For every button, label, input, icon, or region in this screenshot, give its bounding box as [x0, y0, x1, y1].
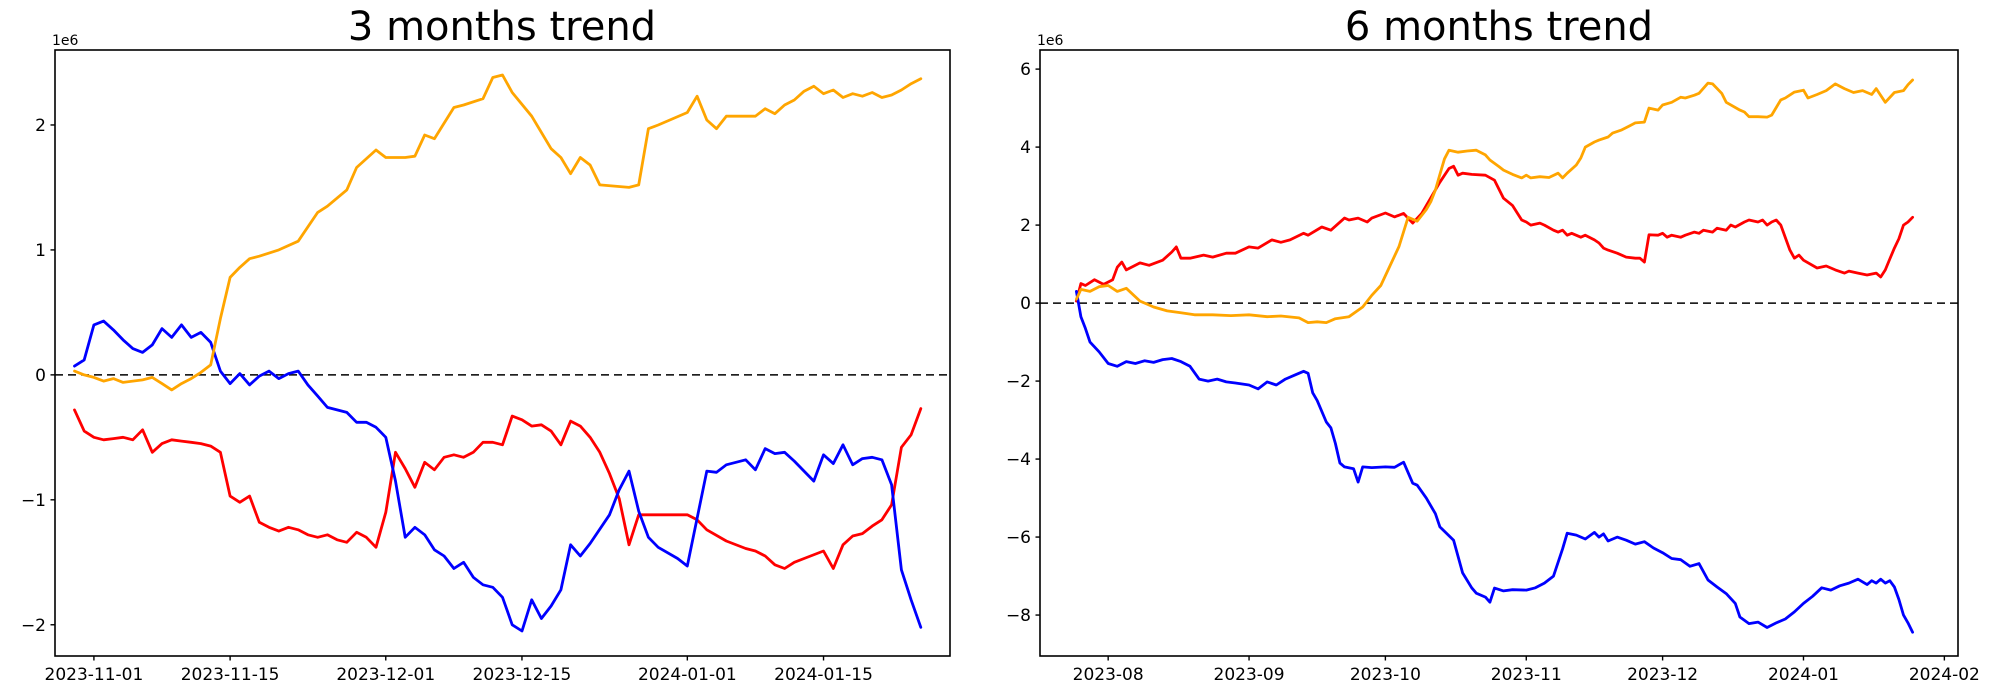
chart-3-months-trend: 3 months trend 1e6 2023-11-01 2023-11-15 2…	[21, 4, 951, 685]
x-tick-label: 2024-01-01	[638, 665, 737, 685]
y-tick-label: −2	[21, 616, 46, 636]
x-tick-label: 2023-11-15	[181, 665, 280, 685]
y-tick-label: −8	[1006, 606, 1031, 626]
red-series-line	[73, 407, 923, 570]
x-tick-label: 2023-12	[1627, 665, 1698, 685]
chart-title: 6 months trend	[1345, 4, 1653, 50]
y-tick-label: 0	[35, 366, 46, 386]
blue-series-line	[73, 319, 923, 633]
x-tick-label: 2024-02	[1909, 665, 1980, 685]
x-tick-label: 2023-11-01	[45, 665, 144, 685]
orange-series-line	[1075, 78, 1914, 325]
y-tick-label: −4	[1006, 450, 1031, 470]
x-tick-label: 2023-12-01	[336, 665, 435, 685]
orange-series-line	[73, 73, 923, 392]
x-tick-label: 2023-11	[1491, 665, 1562, 685]
plot-area: 2023-11-01 2023-11-15 2023-12-01 2023-12-15…	[21, 49, 951, 685]
red-series-line	[1075, 164, 1914, 303]
x-tick-label: 2023-09	[1214, 665, 1285, 685]
x-tick-label: 2024-01	[1768, 665, 1839, 685]
axes-spines	[54, 49, 951, 657]
y-tick-label: −6	[1006, 528, 1031, 548]
x-tick-label: 2024-01-15	[774, 665, 873, 685]
y-tick-label: 1	[35, 241, 46, 261]
plot-area: 2023-08 2023-09 2023-10 2023-11 2023-12 2024-…	[1006, 49, 1980, 685]
x-tick-label: 2023-12-15	[473, 665, 572, 685]
y-tick-label: 2	[35, 116, 46, 136]
y-tick-label: 2	[1020, 216, 1031, 236]
y-tick-label: −1	[21, 491, 46, 511]
chart-title: 3 months trend	[348, 4, 656, 50]
y-tick-label: 0	[1020, 294, 1031, 314]
x-tick-label: 2023-10	[1350, 665, 1421, 685]
y-axis-offset-label: 1e6	[1037, 33, 1064, 49]
chart-6-months-trend: 6 months trend 1e6 2023-08 2023-09 2023-10…	[1006, 4, 1980, 685]
y-axis-offset-label: 1e6	[52, 33, 79, 49]
x-tick-label: 2023-08	[1073, 665, 1144, 685]
blue-series-line	[1075, 289, 1914, 634]
y-tick-label: −2	[1006, 372, 1031, 392]
y-tick-label: 4	[1020, 138, 1031, 158]
axes-spines	[1039, 49, 1959, 657]
y-tick-label: 6	[1020, 60, 1031, 80]
